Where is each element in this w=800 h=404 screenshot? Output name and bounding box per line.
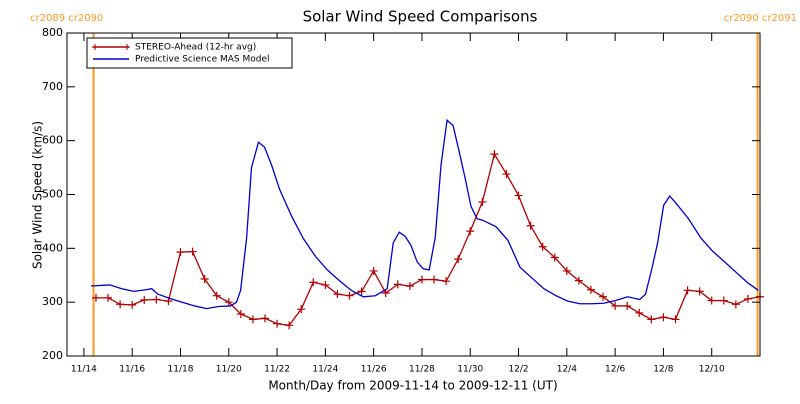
- y-tick-label: 800: [42, 26, 63, 39]
- data-point: [526, 221, 535, 230]
- data-point: [309, 278, 318, 287]
- x-tick-label: 11/26: [361, 365, 387, 375]
- series-line: [90, 118, 759, 310]
- data-point: [200, 275, 209, 284]
- data-point: [430, 275, 439, 284]
- data-point: [357, 287, 366, 296]
- y-axis-label: Solar Wind Speed (km/s): [31, 121, 45, 269]
- data-point: [405, 282, 414, 291]
- x-tick-label: 12/10: [699, 365, 725, 375]
- data-point: [224, 298, 233, 307]
- data-point: [490, 150, 499, 159]
- x-tick-label: 12/6: [605, 365, 625, 375]
- legend-marker: [124, 44, 130, 50]
- data-point: [273, 319, 282, 328]
- data-point: [659, 313, 668, 322]
- data-point: [611, 301, 620, 310]
- data-point: [381, 289, 390, 298]
- data-point: [116, 300, 125, 309]
- x-tick-label: 12/4: [557, 365, 577, 375]
- x-tick-label: 11/24: [312, 365, 338, 375]
- data-point: [502, 170, 511, 179]
- data-point: [333, 290, 342, 299]
- data-point: [538, 242, 547, 251]
- data-point: [104, 293, 113, 302]
- data-point: [550, 253, 559, 262]
- legend-label: STEREO-Ahead (12-hr avg): [135, 43, 256, 53]
- data-point: [683, 286, 692, 295]
- data-point: [91, 293, 100, 302]
- data-point: [297, 305, 306, 314]
- data-point: [236, 310, 245, 319]
- data-point: [454, 255, 463, 264]
- rotation-label: cr2090 cr2091: [724, 13, 797, 24]
- data-point: [285, 321, 294, 330]
- y-tick-label: 200: [42, 349, 63, 362]
- y-tick-label: 500: [42, 188, 63, 201]
- x-tick-label: 11/20: [216, 365, 242, 375]
- x-tick-label: 12/8: [653, 365, 673, 375]
- data-point: [743, 294, 752, 303]
- legend-label: Predictive Science MAS Model: [135, 55, 270, 65]
- data-point: [321, 280, 330, 289]
- data-point: [140, 296, 149, 305]
- data-point: [731, 300, 740, 309]
- y-tick-label: 600: [42, 134, 63, 147]
- data-point: [478, 198, 487, 207]
- plot-frame: [66, 32, 761, 357]
- data-point: [212, 291, 221, 300]
- data-point: [514, 191, 523, 200]
- data-point: [152, 295, 161, 304]
- data-point: [176, 248, 185, 257]
- data-point: [586, 285, 595, 294]
- x-tick-label: 11/14: [71, 365, 97, 375]
- data-point: [188, 247, 197, 256]
- data-point: [466, 227, 475, 236]
- data-point: [393, 280, 402, 289]
- x-tick-label: 11/22: [264, 365, 290, 375]
- x-axis-label: Month/Day from 2009-11-14 to 2009-12-11 …: [268, 379, 557, 393]
- legend-box: [86, 37, 293, 69]
- data-point: [599, 292, 608, 301]
- data-point: [707, 296, 716, 305]
- y-tick-label: 700: [42, 80, 63, 93]
- data-point: [562, 266, 571, 275]
- data-point: [695, 287, 704, 296]
- data-point: [128, 300, 137, 309]
- x-tick-label: 12/2: [508, 365, 528, 375]
- data-point: [442, 277, 451, 286]
- data-point: [417, 275, 426, 284]
- data-point: [647, 315, 656, 324]
- data-point: [369, 266, 378, 275]
- data-point: [623, 301, 632, 310]
- chart-title: Solar Wind Speed Comparisons: [303, 8, 538, 26]
- y-tick-label: 300: [42, 295, 63, 308]
- y-tick-label: 400: [42, 241, 63, 254]
- x-tick-label: 11/18: [168, 365, 194, 375]
- x-tick-label: 11/28: [409, 365, 435, 375]
- data-point: [261, 314, 269, 323]
- x-tick-label: 11/30: [457, 365, 483, 375]
- legend-marker: [92, 44, 98, 50]
- data-point: [574, 276, 583, 285]
- data-point: [671, 315, 680, 324]
- rotation-label: cr2089 cr2090: [30, 13, 103, 24]
- series-line: [95, 152, 761, 327]
- data-point: [719, 296, 728, 305]
- x-tick-label: 11/16: [119, 365, 145, 375]
- data-point: [248, 315, 257, 324]
- data-point: [345, 291, 354, 300]
- data-point: [635, 308, 644, 317]
